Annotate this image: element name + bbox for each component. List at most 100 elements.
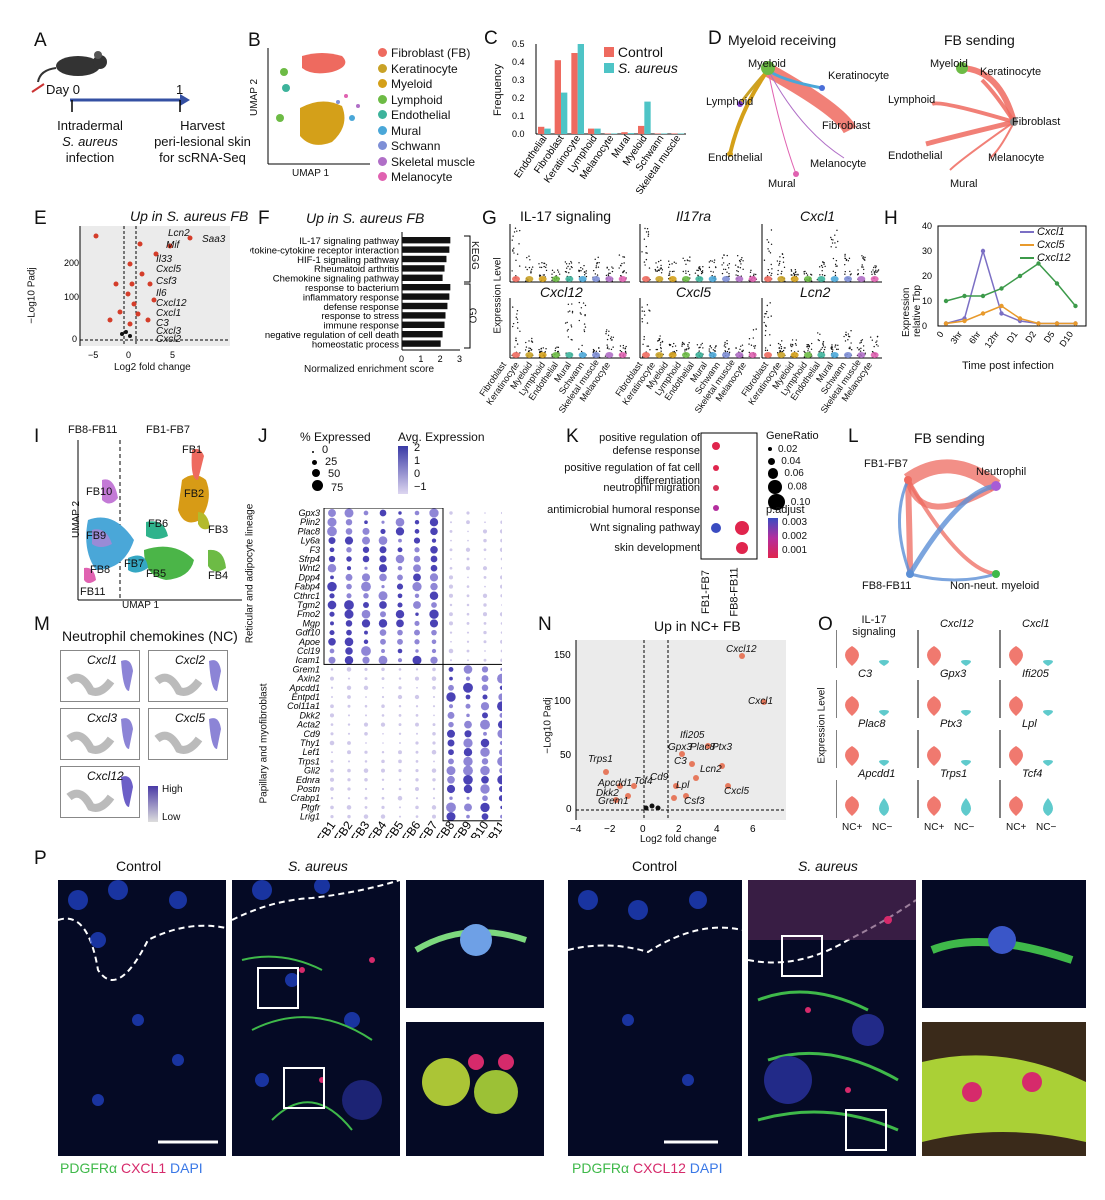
b-legend-item: Endothelial xyxy=(378,108,475,124)
j-dot xyxy=(346,547,352,553)
i-fb7: FB7 xyxy=(124,558,144,570)
j-dot xyxy=(414,547,419,552)
o-title: IL-17 signaling xyxy=(844,614,904,638)
j-dot xyxy=(415,723,419,727)
panel-letter-l: L xyxy=(848,426,859,448)
j-dot xyxy=(483,566,487,570)
j-dot xyxy=(467,540,469,542)
j-dot xyxy=(330,621,334,625)
j-dot xyxy=(449,704,453,708)
j-dot xyxy=(346,593,351,598)
d-r-mural: Mural xyxy=(950,178,978,190)
j-dot xyxy=(500,658,502,661)
c-bar xyxy=(661,133,667,134)
n-gene-label: Cxcl5 xyxy=(724,786,749,797)
e-gene-cxcl2: Cxcl2 xyxy=(156,334,181,345)
panel-letter-i: I xyxy=(34,426,39,448)
j-dot xyxy=(497,757,502,767)
j-dot xyxy=(467,650,470,653)
panel-letter-c: C xyxy=(484,28,498,50)
j-dot xyxy=(413,601,421,609)
d-r-fibroblast: Fibroblast xyxy=(1012,116,1060,128)
l-fb1-fb7: FB1-FB7 xyxy=(864,458,908,470)
j-dot xyxy=(331,696,333,698)
j-dot xyxy=(433,788,435,790)
j-dot xyxy=(365,696,367,698)
j-dot xyxy=(382,687,384,689)
legend-line-icon xyxy=(1020,257,1034,259)
j-dot xyxy=(463,775,473,785)
j-dot xyxy=(450,631,452,633)
j-dot xyxy=(448,712,455,719)
e-gene-saa3: Saa3 xyxy=(202,234,225,245)
micro-zoom-left-2 xyxy=(406,1022,544,1156)
j-dot xyxy=(482,694,487,699)
m-feature-panel: Cxcl1 xyxy=(60,650,140,702)
j-dot xyxy=(500,594,502,597)
p-legend-right: PDGFRα CXCL12 DAPI xyxy=(572,1160,722,1176)
j-dot xyxy=(380,639,386,645)
j-pct-legend: 0 25 50 75 xyxy=(312,444,343,494)
j-dot xyxy=(347,750,351,754)
k-padj-legend: 0.003 0.002 0.001 xyxy=(782,516,807,558)
j-dot xyxy=(430,518,438,526)
j-dot xyxy=(446,812,455,821)
a-left-line3: infection xyxy=(40,150,140,166)
h-point xyxy=(1055,321,1059,325)
m-feature-panel: Cxcl3 xyxy=(60,708,140,760)
p-legend-item: DAPI xyxy=(690,1160,723,1176)
h-legend-item: Cxcl1 xyxy=(1020,226,1071,239)
j-dot xyxy=(500,741,502,745)
j-dot xyxy=(480,766,489,775)
p-sa-right: S. aureus xyxy=(798,858,858,874)
c-bar xyxy=(628,133,634,134)
panel-letter-h: H xyxy=(884,208,898,230)
o-violin xyxy=(1043,798,1053,816)
k-term-0: positive regulation of defense response xyxy=(560,432,700,458)
j-dot xyxy=(447,730,455,738)
j-dot xyxy=(363,593,368,598)
j-pct-label: 75 xyxy=(331,482,343,494)
j-dot xyxy=(330,806,334,810)
j-dot xyxy=(344,610,353,619)
d-l-fibroblast: Fibroblast xyxy=(822,120,870,132)
j-dot xyxy=(331,797,333,799)
b-xlabel: UMAP 1 xyxy=(292,168,329,179)
m-gene-label: Cxcl2 xyxy=(175,653,205,667)
j-dot xyxy=(346,519,352,525)
j-dot xyxy=(484,640,487,643)
j-dot xyxy=(415,529,420,534)
j-dot xyxy=(447,785,455,793)
b-legend-label: Skeletal muscle xyxy=(391,155,475,169)
h-legend-label: Cxcl12 xyxy=(1037,252,1071,264)
j-dot xyxy=(331,760,334,763)
j-dot xyxy=(484,586,486,588)
i-fb2: FB2 xyxy=(184,488,204,500)
p-legend-item: DAPI xyxy=(170,1160,203,1176)
j-dot xyxy=(329,537,336,544)
j-dot xyxy=(399,677,401,679)
j-dot xyxy=(345,637,354,646)
svg-text:0: 0 xyxy=(72,334,77,344)
j-dot xyxy=(330,741,335,746)
b-legend-item: Fibroblast (FB) xyxy=(378,46,475,62)
j-dot xyxy=(364,567,367,570)
j-dot xyxy=(430,592,438,600)
j-dot xyxy=(345,647,353,655)
size-dot-icon xyxy=(312,469,320,477)
d-r-melanocyte: Melanocyte xyxy=(988,152,1044,164)
h-legend-item: Cxcl5 xyxy=(1020,239,1071,252)
j-dot xyxy=(397,639,403,645)
j-dot xyxy=(481,739,489,747)
j-dot xyxy=(329,612,334,617)
j-dot xyxy=(379,619,387,627)
j-dot xyxy=(365,742,367,744)
n-gene-label: Grem1 xyxy=(598,796,629,807)
d-r-endothelial: Endothelial xyxy=(888,150,942,162)
j-dot xyxy=(463,683,473,693)
j-dot xyxy=(484,558,486,560)
day1-label: 1 xyxy=(176,82,183,97)
k-gr-label: 0.06 xyxy=(784,468,803,479)
j-dot xyxy=(361,582,371,592)
d-title-right: FB sending xyxy=(944,32,1015,48)
